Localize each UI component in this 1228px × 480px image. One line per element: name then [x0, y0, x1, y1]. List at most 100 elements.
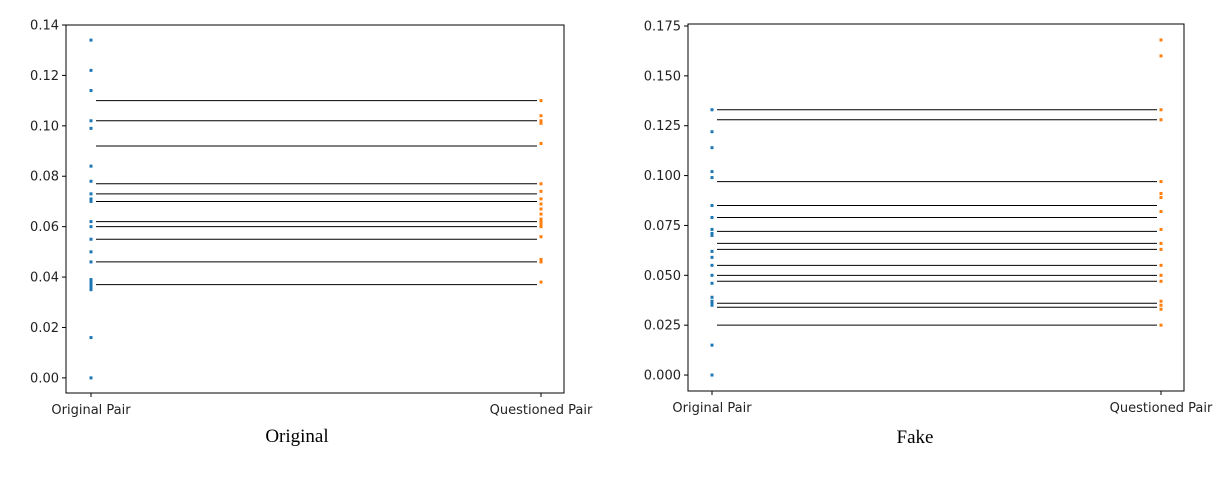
y-tick-label: 0.08: [30, 170, 59, 185]
data-point: [710, 255, 714, 259]
data-point: [89, 126, 93, 130]
data-point: [89, 376, 93, 380]
data-point: [710, 170, 714, 174]
data-point: [1159, 303, 1163, 307]
data-point: [1159, 241, 1163, 245]
data-point: [539, 197, 543, 201]
y-tick-label: 0.025: [644, 319, 681, 334]
data-point: [539, 257, 543, 261]
x-tick-label: Questioned Pair: [1110, 401, 1213, 416]
data-point: [710, 233, 714, 237]
plot-frame: [65, 24, 565, 394]
data-point: [1159, 227, 1163, 231]
data-point: [89, 38, 93, 42]
chart-original-svg: 0.00 0.02 0.04 0.06 0.08 0.10 0.12 0.14 Original…: [30, 19, 593, 419]
data-point: [89, 164, 93, 168]
y-tick-label: 0.175: [644, 19, 681, 34]
data-point: [710, 373, 714, 377]
data-point: [89, 199, 93, 203]
data-point: [89, 119, 93, 123]
chart-fake-svg: 0.000 0.025 0.050 0.075 0.100 0.125 0.150 0.175…: [644, 19, 1213, 416]
data-point: [1159, 38, 1163, 42]
x-tick-label: Original Pair: [672, 401, 752, 416]
data-point: [1159, 263, 1163, 267]
data-point: [710, 227, 714, 231]
data-point: [710, 146, 714, 150]
data-point: [539, 217, 543, 221]
y-tick-label: 0.00: [30, 371, 59, 386]
data-point: [89, 220, 93, 224]
data-point: [710, 281, 714, 285]
caption-original: Original: [265, 426, 329, 447]
data-point: [89, 89, 93, 93]
data-point: [539, 220, 543, 224]
data-point: [710, 299, 714, 303]
y-tick-label: 0.000: [644, 369, 681, 384]
data-point: [710, 273, 714, 277]
data-point: [710, 204, 714, 208]
data-point: [539, 119, 543, 123]
x-tick-label: Original Pair: [51, 403, 131, 418]
data-point: [1159, 180, 1163, 184]
y-tick-label: 0.06: [30, 220, 59, 235]
y-tick-label: 0.14: [30, 19, 59, 34]
y-tick-label: 0.100: [644, 169, 681, 184]
y-tick-label: 0.10: [30, 119, 59, 134]
y-tick-label: 0.075: [644, 219, 681, 234]
data-point: [539, 222, 543, 226]
data-point: [710, 176, 714, 180]
caption-fake: Fake: [896, 427, 934, 448]
data-point: [710, 108, 714, 112]
data-point: [539, 225, 543, 229]
data-point: [1159, 247, 1163, 251]
data-point: [89, 237, 93, 241]
data-point: [89, 288, 93, 292]
data-point: [710, 263, 714, 267]
data-point: [89, 260, 93, 264]
data-point: [710, 343, 714, 347]
data-point: [539, 114, 543, 118]
data-point: [710, 303, 714, 307]
data-point: [539, 212, 543, 216]
y-tick-label: 0.125: [644, 119, 681, 134]
y-tick-label: 0.12: [30, 69, 59, 84]
data-point: [89, 285, 93, 289]
data-point: [710, 231, 714, 235]
y-tick-label: 0.04: [30, 271, 59, 286]
data-point: [1159, 279, 1163, 283]
data-point: [539, 189, 543, 193]
plot-frame: [687, 23, 1185, 392]
chart-original: 0.00 0.02 0.04 0.06 0.08 0.10 0.12 0.14 Original…: [30, 19, 593, 448]
data-point: [1159, 273, 1163, 277]
data-point: [1159, 323, 1163, 327]
data-point: [710, 130, 714, 134]
data-point: [1159, 54, 1163, 58]
data-point: [1159, 108, 1163, 112]
data-point: [89, 280, 93, 284]
data-point: [539, 99, 543, 103]
data-point: [539, 280, 543, 284]
data-point: [89, 336, 93, 340]
data-point: [1159, 192, 1163, 196]
data-point: [89, 283, 93, 287]
data-point: [89, 225, 93, 229]
data-point: [710, 295, 714, 299]
data-point: [539, 260, 543, 264]
data-point: [89, 250, 93, 254]
data-point: [1159, 196, 1163, 200]
x-tick-label: Questioned Pair: [490, 403, 593, 418]
data-point: [539, 121, 543, 125]
data-point: [89, 197, 93, 201]
data-point: [710, 301, 714, 305]
y-tick-label: 0.150: [644, 69, 681, 84]
data-point: [89, 179, 93, 183]
data-point: [539, 207, 543, 211]
data-point: [539, 141, 543, 145]
data-point: [539, 235, 543, 239]
data-point: [539, 182, 543, 186]
data-point: [1159, 307, 1163, 311]
data-point: [89, 192, 93, 196]
data-point: [89, 68, 93, 72]
data-point: [1159, 299, 1163, 303]
data-point: [710, 215, 714, 219]
